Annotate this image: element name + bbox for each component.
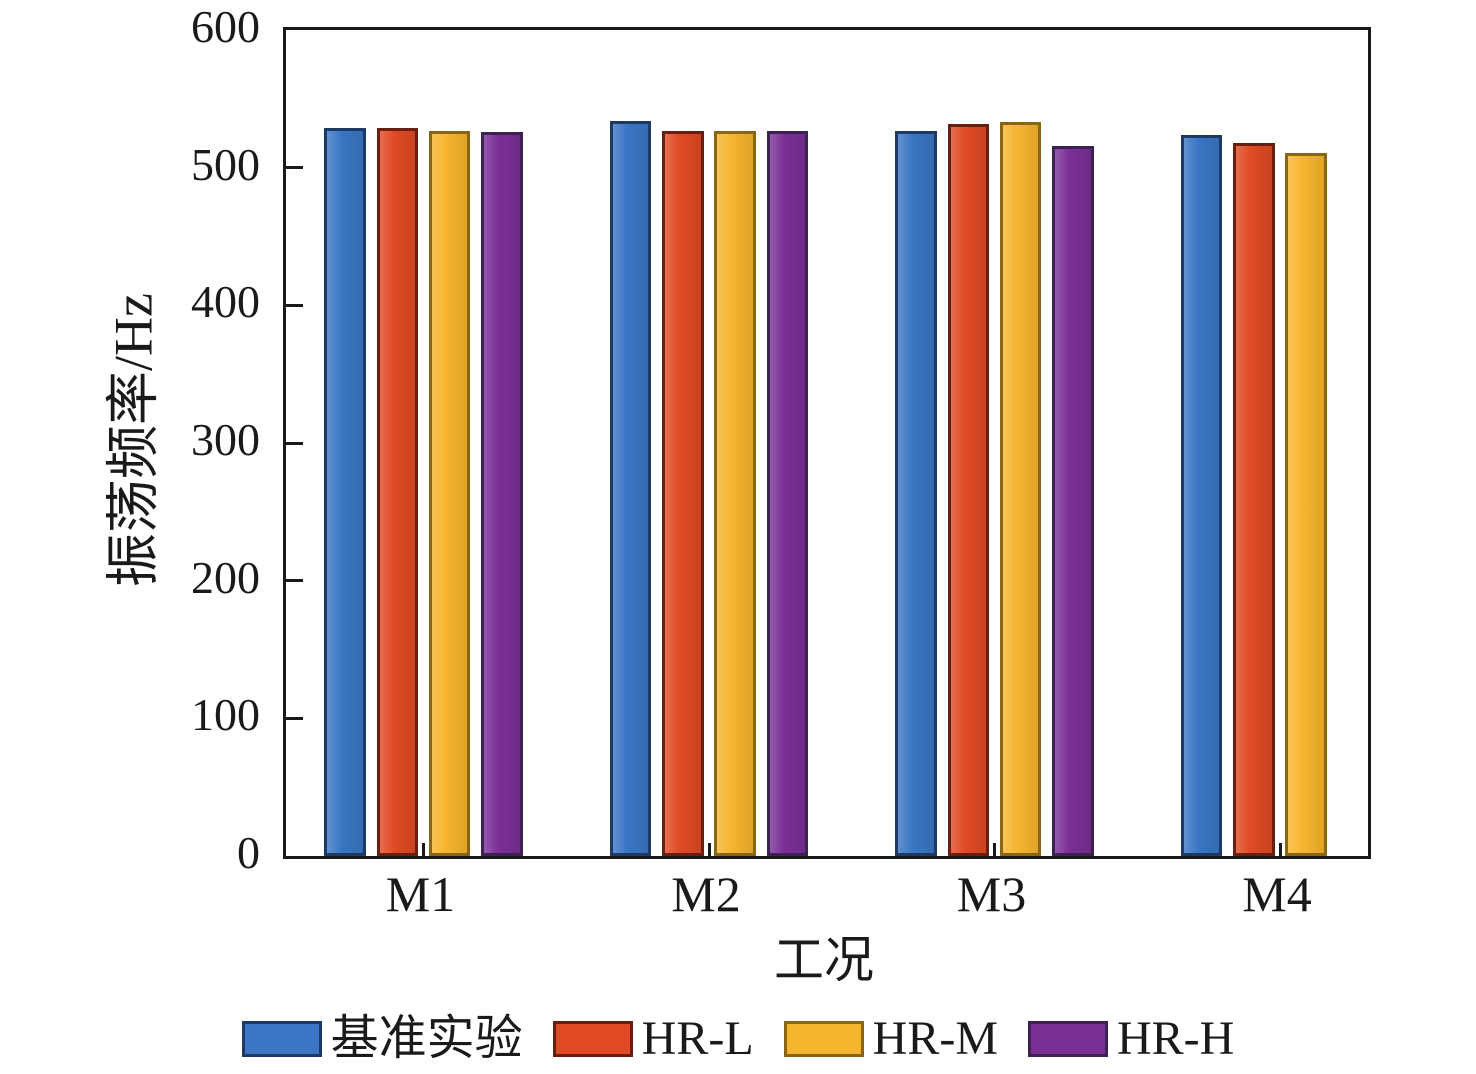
x-tick-mark-M4 <box>1278 843 1282 856</box>
bar-M3-基准实验 <box>895 130 937 856</box>
bar-M4-基准实验 <box>1180 134 1223 856</box>
legend-item-3: HR-H <box>1028 1013 1234 1065</box>
bar-M3-HR-H <box>1052 145 1094 856</box>
bar-M2-HR-M <box>714 130 756 856</box>
plot-area <box>283 27 1371 859</box>
legend-item-2: HR-M <box>783 1012 998 1065</box>
bar-M3-HR-M <box>999 122 1042 856</box>
y-tick-label-300: 300 <box>191 414 260 465</box>
legend-label-1: HR-L <box>641 1012 754 1065</box>
legend-swatch-3 <box>1028 1021 1108 1057</box>
y-tick-label-500: 500 <box>191 138 260 190</box>
y-tick-mark-300 <box>286 441 303 445</box>
y-tick-label-200: 200 <box>191 551 260 603</box>
legend-label-0: 基准实验 <box>330 1012 523 1065</box>
x-tick-mark-M3 <box>993 843 996 856</box>
legend-label-3: HR-H <box>1117 1012 1235 1065</box>
legend-swatch-2 <box>783 1021 864 1057</box>
y-tick-mark-200 <box>286 579 303 583</box>
bar-M1-HR-M <box>428 130 471 856</box>
x-tick-mark-M1 <box>422 843 425 856</box>
bar-M1-基准实验 <box>324 127 366 856</box>
legend-item-1: HR-L <box>552 1012 754 1065</box>
bar-M2-HR-H <box>766 130 809 856</box>
y-tick-label-100: 100 <box>191 689 260 741</box>
x-category-label-M1: M1 <box>385 866 456 922</box>
x-category-label-M4: M4 <box>1242 866 1312 922</box>
y-tick-mark-100 <box>286 716 303 720</box>
x-category-label-M2: M2 <box>671 866 741 922</box>
legend-swatch-1 <box>552 1021 633 1057</box>
y-tick-label-400: 400 <box>191 276 260 328</box>
y-tick-label-600: 600 <box>191 1 260 52</box>
legend-label-2: HR-M <box>872 1012 998 1065</box>
legend: 基准实验 HR-L HR-M HR-H <box>0 1008 1476 1070</box>
x-category-label-M3: M3 <box>956 866 1027 922</box>
legend-item-0: 基准实验 <box>241 1012 523 1065</box>
bar-M1-HR-L <box>376 127 419 856</box>
bar-M4-HR-L <box>1233 142 1275 856</box>
bar-M1-HR-H <box>481 131 523 856</box>
x-axis-label: 工况 <box>774 932 874 988</box>
bar-M2-基准实验 <box>609 120 652 856</box>
y-tick-mark-500 <box>286 166 303 170</box>
legend-swatch-0 <box>241 1021 322 1057</box>
bar-M4-HR-M <box>1285 152 1327 856</box>
y-tick-label-0: 0 <box>237 827 260 878</box>
bar-M3-HR-L <box>947 123 990 856</box>
x-tick-mark-M2 <box>707 843 711 856</box>
bar-M2-HR-L <box>662 130 704 856</box>
y-tick-mark-400 <box>286 303 303 307</box>
